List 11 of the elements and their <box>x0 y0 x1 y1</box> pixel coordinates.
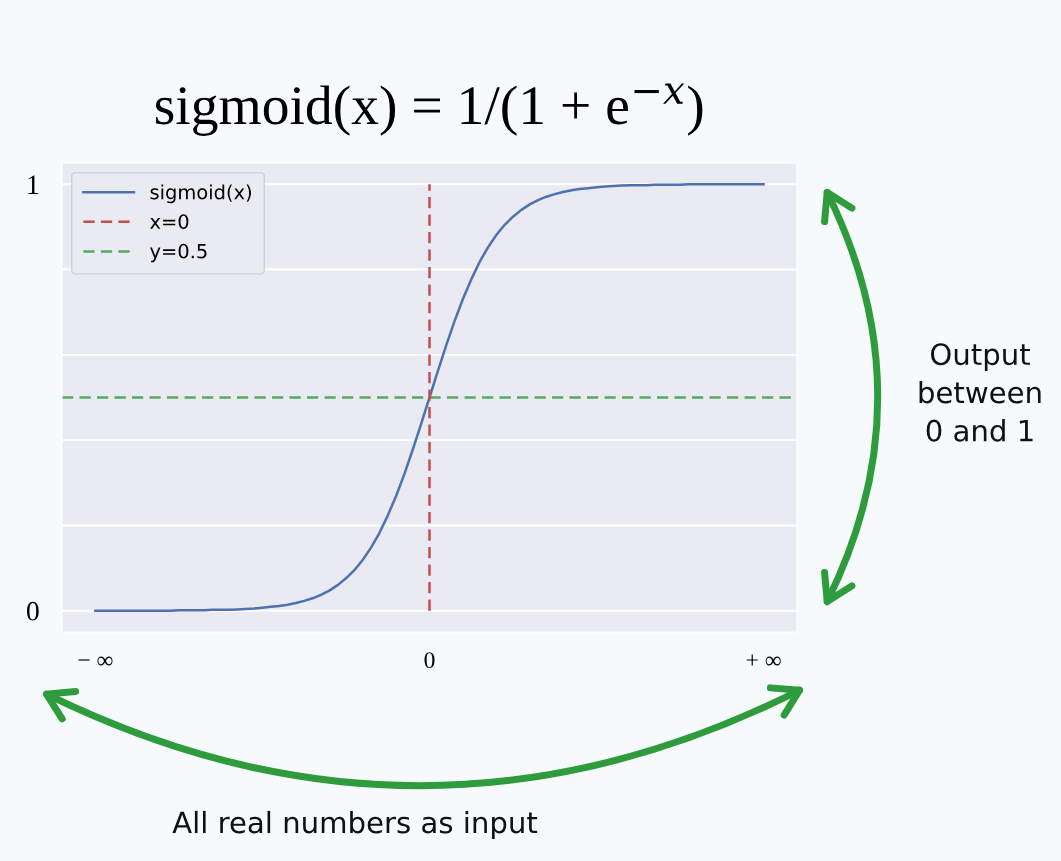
legend-label: sigmoid(x) <box>150 184 251 204</box>
text: Output between 0 and 1 <box>919 343 1041 442</box>
legend-label: x=0 <box>150 214 189 229</box>
line-series <box>94 183 765 612</box>
x-tick-label: − ∞ <box>78 656 113 666</box>
x-tick-label: + ∞ <box>746 654 781 666</box>
legend-label: y=0.5 <box>150 243 207 263</box>
text: All real numbers as input <box>172 810 538 840</box>
x-tick-label: 0 <box>424 652 435 669</box>
y-tick-label: 1 <box>28 175 39 194</box>
chart-title: sigmoid(x) = 1/(1 + e$^{−x}$) <box>155 83 703 136</box>
